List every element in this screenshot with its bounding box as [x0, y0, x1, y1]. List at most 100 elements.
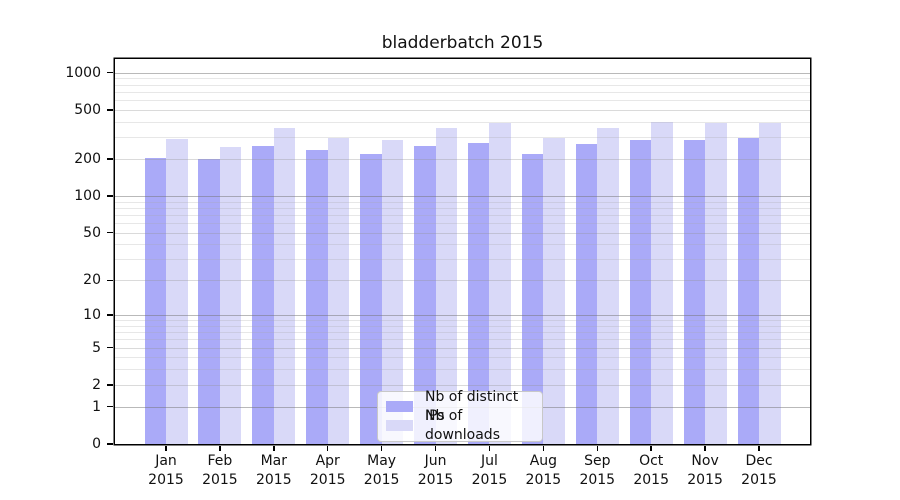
- y-tick-mark: [107, 231, 113, 234]
- bar-downloads-may: [381, 140, 404, 444]
- gridline-700: [115, 91, 810, 93]
- x-tick-label: Sep 2015: [579, 453, 616, 488]
- y-tick-mark: [107, 109, 113, 111]
- x-tick-label: May 2015: [363, 453, 400, 488]
- y-tick-mark: [107, 346, 113, 349]
- x-tick-label: Jan 2015: [148, 453, 184, 488]
- bar-ips-nov: [683, 139, 706, 444]
- x-tick-mark: [488, 446, 491, 451]
- gridline-80: [115, 207, 810, 209]
- legend: Nb of distinct IPs Nb of downloads: [377, 389, 543, 443]
- gridline-70: [115, 214, 810, 216]
- gridline-6: [115, 339, 810, 341]
- gridline-300: [115, 137, 810, 139]
- bar-ips-oct: [629, 140, 652, 444]
- gridline-5: [115, 347, 810, 349]
- bar-ips-feb: [198, 159, 220, 444]
- x-tick-mark: [596, 446, 599, 451]
- y-tick-label: 20: [83, 272, 101, 289]
- y-tick-label: 1: [92, 398, 101, 415]
- gridline-800: [115, 84, 810, 86]
- gridline-10: [115, 315, 810, 317]
- bar-downloads-apr: [327, 137, 350, 444]
- y-tick-mark: [107, 195, 113, 197]
- x-tick-mark: [165, 446, 167, 451]
- x-tick-mark: [650, 446, 652, 451]
- y-tick-mark: [107, 314, 113, 316]
- bar-downloads-mar: [273, 127, 296, 444]
- bar-downloads-dec: [759, 122, 781, 444]
- x-tick-mark: [380, 446, 383, 451]
- x-tick-label: Aug 2015: [525, 453, 562, 488]
- bar-downloads-jul: [489, 122, 511, 444]
- bar-downloads-jun: [435, 127, 458, 444]
- y-tick-label: 200: [74, 150, 101, 167]
- legend-item-downloads: Nb of downloads: [386, 408, 534, 443]
- y-tick-label: 1000: [65, 64, 101, 81]
- bar-ips-jul: [467, 142, 490, 444]
- bar-downloads-feb: [219, 147, 242, 444]
- bar-downloads-oct: [651, 121, 673, 444]
- x-tick-label: Jun 2015: [417, 453, 454, 488]
- bar-ips-mar: [252, 146, 274, 444]
- bar-downloads-sep: [597, 128, 619, 444]
- x-tick-label: Dec 2015: [741, 453, 777, 488]
- legend-label-distinct-ips: Nb of distinct IPs: [425, 388, 519, 424]
- plot-area: Nb of distinct IPs Nb of downloads: [115, 59, 810, 444]
- x-tick-mark: [219, 446, 221, 451]
- legend-label-downloads: Nb of downloads: [425, 407, 500, 443]
- legend-swatch-downloads: [386, 420, 413, 431]
- x-tick-label: Apr 2015: [309, 453, 346, 488]
- y-tick-mark: [107, 71, 113, 74]
- gridline-60: [115, 223, 810, 225]
- bar-downloads-nov: [705, 123, 727, 444]
- y-tick-label: 2: [92, 376, 101, 393]
- gridline-8: [115, 325, 810, 327]
- y-tick-mark: [107, 443, 113, 445]
- y-tick-label: 5: [92, 339, 101, 356]
- x-tick-mark: [704, 446, 706, 451]
- bar-ips-aug: [521, 154, 544, 444]
- bar-ips-jun: [414, 146, 436, 444]
- gridline-900: [115, 78, 810, 80]
- gridline-600: [115, 100, 810, 102]
- x-tick-mark: [273, 446, 275, 451]
- legend-item-distinct-ips: Nb of distinct IPs: [386, 389, 534, 424]
- gridline-50: [115, 232, 810, 234]
- gridline-1000: [115, 72, 810, 74]
- y-tick-mark: [107, 384, 113, 386]
- gridline-100: [115, 195, 810, 197]
- y-tick-label: 0: [92, 436, 101, 452]
- y-tick-label: 50: [83, 224, 101, 241]
- bar-downloads-aug: [543, 138, 565, 444]
- y-tick-mark: [107, 158, 113, 160]
- legend-swatch-distinct-ips: [386, 401, 413, 412]
- y-tick-mark: [107, 405, 113, 408]
- y-tick-mark: [107, 279, 113, 282]
- x-tick-label: Mar 2015: [255, 453, 292, 488]
- x-tick-mark: [326, 446, 329, 451]
- gridline-200: [115, 158, 810, 160]
- gridline-2: [115, 384, 810, 386]
- x-tick-mark: [434, 446, 437, 451]
- gridline-3: [115, 369, 810, 371]
- x-tick-label: Feb 2015: [202, 453, 238, 488]
- bar-ips-sep: [575, 143, 598, 444]
- gridline-20: [115, 280, 810, 282]
- x-tick-label: Oct 2015: [633, 453, 669, 488]
- gridline-90: [115, 201, 810, 203]
- gridline-4: [115, 357, 810, 359]
- bar-downloads-jan: [166, 139, 188, 444]
- y-tick-label: 500: [74, 101, 101, 118]
- gridline-40: [115, 244, 810, 246]
- y-tick-label: 100: [74, 187, 101, 204]
- gridline-500: [115, 109, 810, 111]
- bar-ips-jan: [144, 158, 166, 444]
- gridline-30: [115, 259, 810, 261]
- bar-ips-apr: [306, 150, 328, 444]
- y-tick-label: 10: [83, 307, 101, 324]
- gridline-400: [115, 121, 810, 123]
- bar-ips-dec: [737, 138, 759, 444]
- chart-title: bladderbatch 2015: [381, 33, 544, 53]
